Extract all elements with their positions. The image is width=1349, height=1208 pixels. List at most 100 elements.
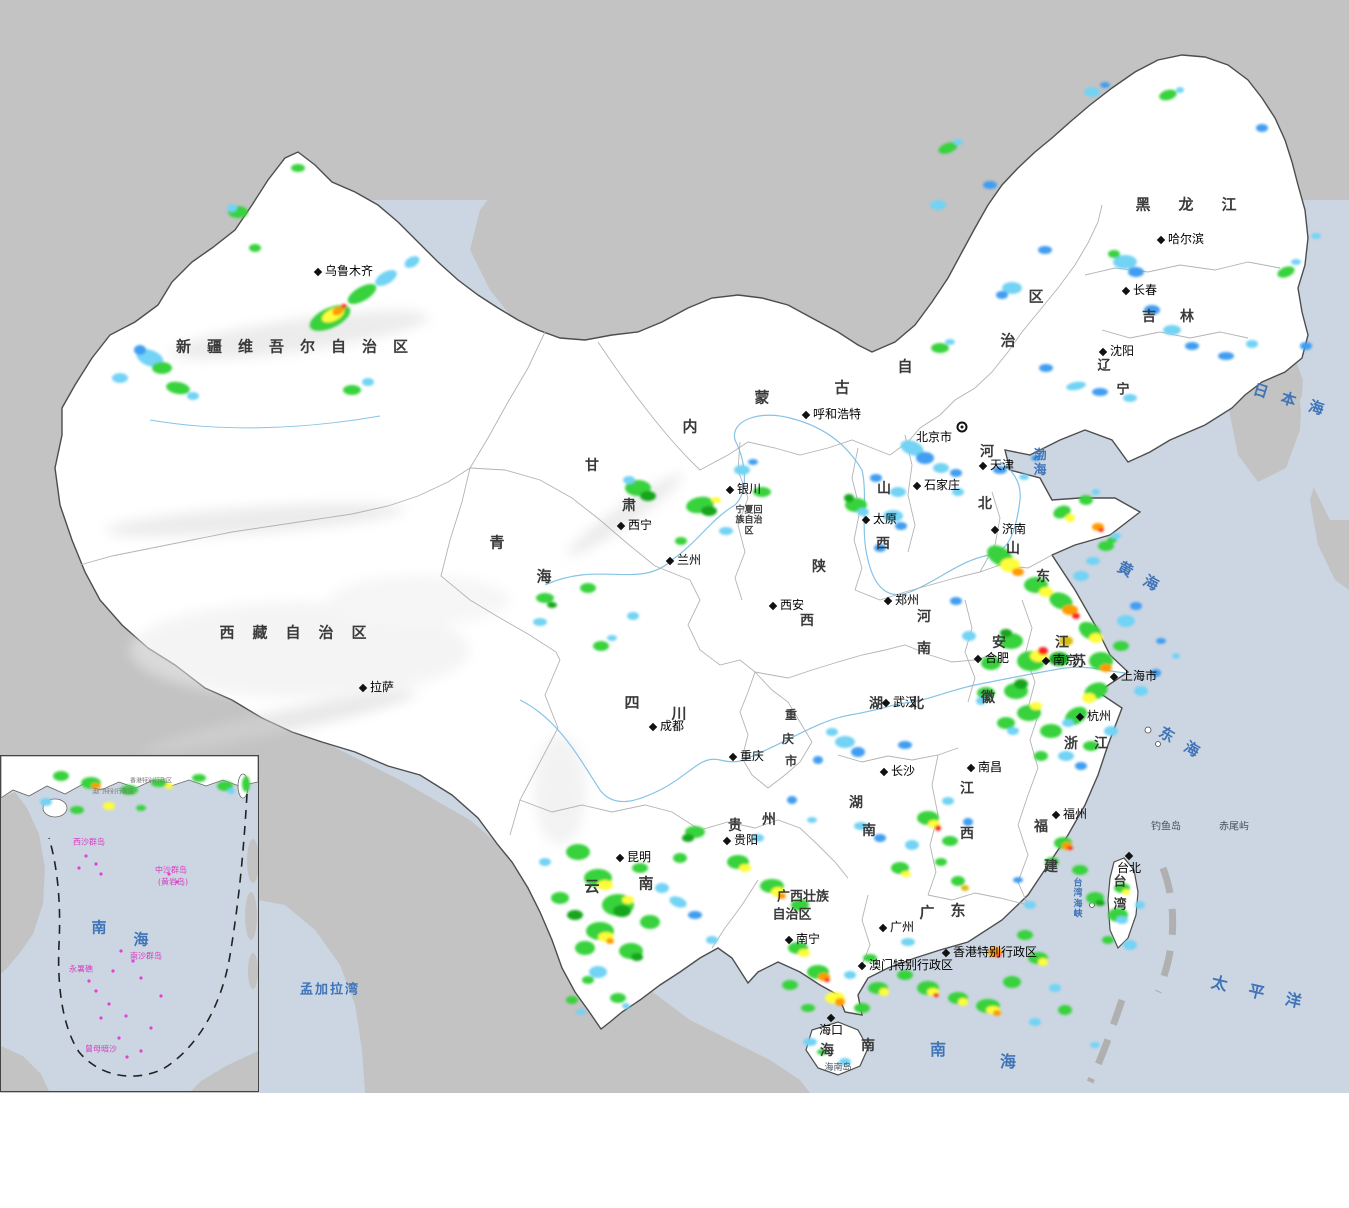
echo-blob [593,641,609,651]
tarim-river [149,415,381,429]
echo-blob [1111,533,1121,539]
echo-blob [748,459,758,465]
echo-blob [739,864,751,872]
echo-blob [575,941,595,955]
echo-blob [993,466,1007,474]
echo-blob [1130,602,1142,610]
echo-blob [1029,1018,1041,1026]
echo-blob [112,373,128,383]
echo-blob [165,783,173,789]
echo-blob [995,953,1001,957]
echo-blob [851,747,865,757]
echo-blob [91,783,101,789]
echo-blob [640,915,660,929]
echo-blob [905,840,919,850]
echo-blob [622,896,634,904]
echo-blob [1113,641,1129,651]
echo-blob [942,797,954,805]
echo-blob [1300,342,1312,350]
echo-blob [675,537,687,545]
echo-blob [1144,305,1160,315]
echo-blob [1116,916,1128,924]
inset-island-dot [117,1036,121,1040]
echo-blob [1256,124,1268,132]
echo-blob [983,181,997,189]
echo-blob [895,522,907,530]
echo-blob [813,756,823,764]
echo-blob [623,476,635,484]
echo-blob [1038,647,1048,655]
echo-blob [1100,82,1110,88]
echo-blob [1007,727,1019,735]
echo-blob [1277,266,1295,278]
inset-island-dot [84,854,88,858]
inset-island-dot [131,959,135,963]
echo-blob [803,1038,817,1046]
echo-blob [1104,726,1118,736]
echo-blob [1086,557,1100,565]
echo-blob [1002,282,1022,294]
echo-blob [1090,1042,1100,1048]
echo-blob [622,1003,630,1009]
echo-blob [597,880,613,890]
echo-blob [950,597,962,605]
echo-blob [1030,702,1042,710]
echo-blob [120,785,138,795]
echo-blob [1040,724,1062,738]
echo-blob [963,818,973,826]
echo-blob [962,631,976,641]
echo-blob [1038,246,1052,254]
echo-blob [931,343,949,353]
inset-island-dot [159,994,163,998]
echo-blob [953,139,963,145]
echo-blob [933,993,939,997]
echo-blob [1067,846,1073,850]
echo-blob [1049,652,1069,666]
echo-blob [53,771,69,781]
echo-blob [942,836,958,846]
ryukyu-islands [1086,866,1177,1084]
echo-blob [551,892,569,904]
echo-blob [1113,255,1137,269]
echo-blob [791,899,809,911]
echo-blob [1122,889,1130,895]
echo-blob [134,345,146,355]
echo-blob [782,980,798,990]
echo-blob [1031,455,1041,461]
echo-blob [1039,587,1053,597]
echo-blob [1024,901,1036,909]
inset-island-dot [94,989,98,993]
echo-blob [734,465,750,475]
echo-blob [1092,388,1108,396]
echo-blob [778,893,786,899]
echo-blob [933,463,949,473]
legend-bar: 全国雷达拼图 [2025-07-31 14:42:00] [ 组合反射率 ] 5… [0,1093,1349,1208]
echo-blob [951,876,965,886]
echo-blob [1084,87,1100,97]
inset-island-dot [175,880,179,884]
echo-blob [1134,686,1148,696]
echo-blob [1049,984,1061,992]
echo-blob [787,796,797,804]
echo-blob [1082,693,1096,703]
echo-blob [1003,976,1021,988]
echo-blob [375,270,397,286]
echo-blob [719,527,733,535]
echo-blob [854,822,868,830]
echo-blob [580,583,596,593]
south-china-sea-inset: 南海西沙群岛 中沙群岛 (黄岩岛) 南沙群岛 永暑礁 曾母暗沙 香港特别行政区 澳门特别行政区 [0,755,259,1092]
echo-blob [227,788,235,794]
echo-blob [682,834,694,842]
echo-blob [1059,636,1073,646]
echo-blob [1066,381,1086,391]
echo-blob [1045,857,1059,867]
inset-island-dot [99,1016,103,1020]
echo-blob [930,200,946,210]
echo-blob [1072,613,1080,619]
echo-blob [1072,865,1088,875]
echo-blob [1019,474,1029,480]
taiwan-island [1107,857,1139,950]
islands [805,726,1161,1076]
inset-island-dot [139,1049,143,1053]
echo-blob [606,938,614,944]
